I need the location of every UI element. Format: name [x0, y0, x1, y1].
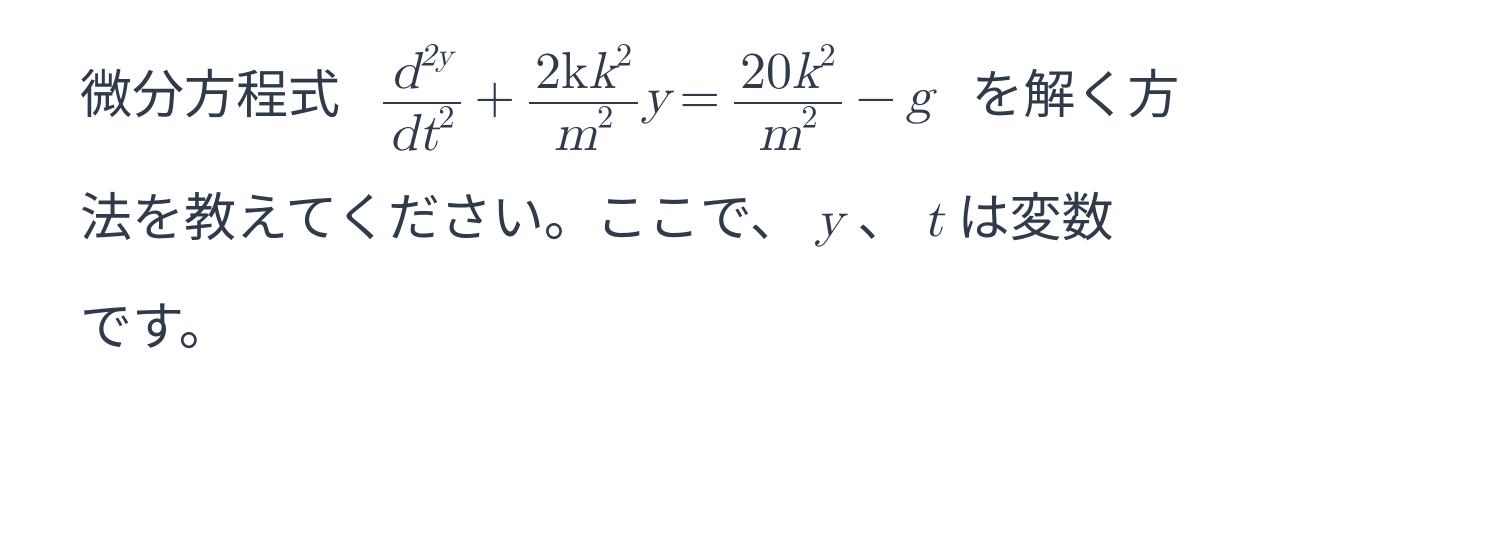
den-dt: dt	[389, 109, 438, 161]
var-g: g	[906, 72, 932, 124]
text-before-equation: 微分方程式	[80, 53, 340, 128]
frac-20k2-m2: 20k2 m2	[730, 46, 846, 163]
num-2k: 2k	[535, 47, 588, 99]
eq-op: =	[670, 72, 730, 124]
num-sup-2: 2	[616, 40, 632, 72]
text-line3: です。	[80, 285, 231, 360]
var-y-inline: y	[816, 195, 843, 247]
minus-op: −	[846, 72, 906, 124]
frac-d2y-dt2: d2y dt2	[379, 46, 464, 163]
plus-op: +	[465, 72, 525, 124]
text-line2-c: は変数	[957, 176, 1113, 251]
paragraph: 微分方程式 d2y dt2 + 2kk2 m2 y= 20k2 m2 −g を解…	[80, 40, 1420, 374]
den-sup-2: 2	[597, 103, 613, 135]
rhs-den-sup: 2	[801, 103, 817, 135]
text-line2-a: 法を教えてください。ここで、	[80, 176, 802, 251]
rhs-num-sup: 2	[820, 40, 836, 72]
var-t-inline: t	[923, 195, 943, 247]
var-y-coeff: y	[642, 72, 669, 124]
text-after-equation: を解く方	[971, 53, 1179, 128]
rhs-den-m: m	[758, 109, 801, 161]
num-d: d	[391, 47, 420, 99]
text-line2-b: 、	[857, 176, 909, 251]
den-m: m	[554, 109, 597, 161]
num-sup-2y: 2y	[420, 40, 453, 72]
equation: d2y dt2 + 2kk2 m2 y= 20k2 m2 −g	[362, 72, 949, 124]
frac-2k2-m2: 2kk2 m2	[525, 46, 642, 163]
den-sup-2: 2	[438, 103, 454, 135]
